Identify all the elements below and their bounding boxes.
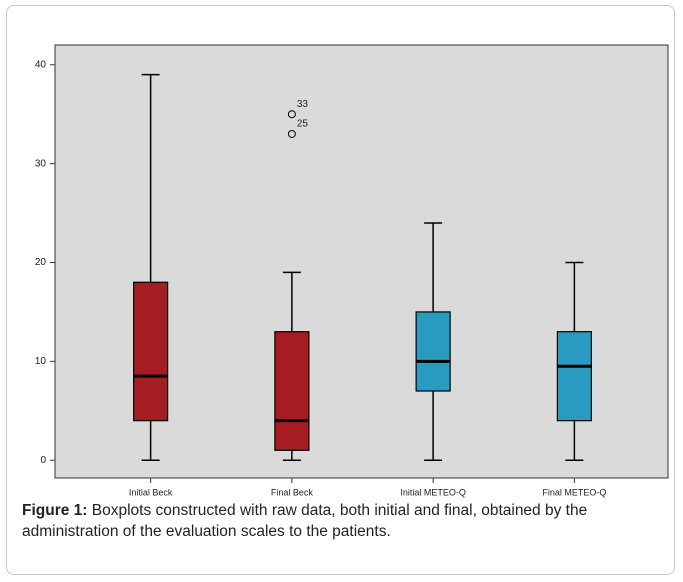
x-tick-label: Initial Beck (129, 487, 173, 497)
y-tick-label: 30 (35, 158, 47, 169)
figure-frame (6, 5, 675, 575)
x-tick-label: Initial METEO-Q (400, 487, 466, 497)
y-tick-label: 10 (35, 356, 47, 367)
caption-text: Boxplots constructed with raw data, both… (22, 502, 588, 540)
caption-label: Figure 1: (22, 502, 88, 519)
x-tick-label: Final METEO-Q (542, 487, 606, 497)
x-tick-label: Final Beck (271, 487, 314, 497)
y-tick-label: 40 (35, 59, 47, 70)
caption: Figure 1: Boxplots constructed with raw … (22, 500, 672, 542)
outlier (287, 110, 296, 119)
y-tick-label: 20 (35, 257, 47, 268)
outlier-label: 25 (297, 119, 309, 130)
box (415, 311, 451, 392)
y-tick-label: 0 (40, 455, 46, 466)
chart: 0 10 20 30 40 Initial Beck Final Beck 33 25 Initi… (35, 44, 669, 497)
outlier-label: 33 (297, 99, 309, 110)
box (274, 331, 310, 451)
box (133, 281, 169, 422)
box (556, 331, 592, 422)
outlier (287, 129, 296, 138)
